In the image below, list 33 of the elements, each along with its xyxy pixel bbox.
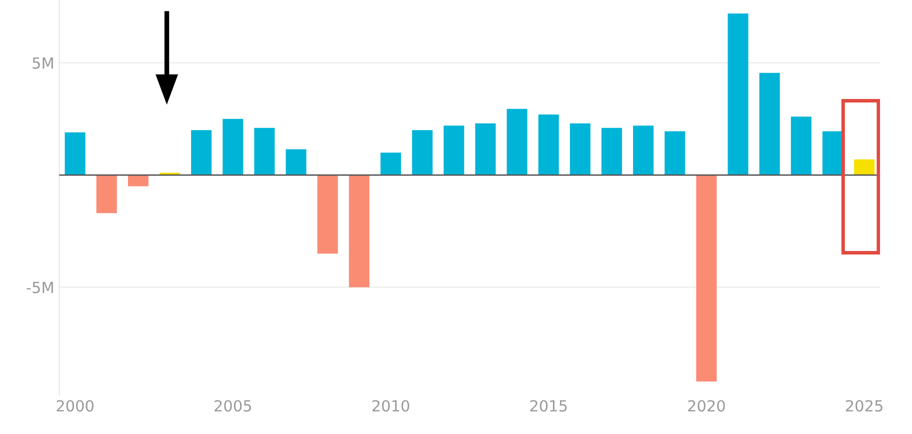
bar [633, 126, 654, 176]
bar [64, 132, 86, 176]
bar [696, 175, 717, 382]
bar [728, 13, 748, 176]
bar [444, 126, 464, 176]
bar [380, 152, 402, 176]
bar [570, 123, 590, 176]
bar [222, 118, 244, 176]
x-tick-label: 2010 [372, 400, 410, 412]
bar [538, 114, 559, 176]
x-tick-label: 2000 [56, 400, 94, 412]
x-tick-label: 2015 [530, 400, 567, 412]
bar [348, 175, 370, 288]
bar [854, 159, 875, 176]
bar [254, 128, 275, 176]
bar [601, 128, 622, 176]
bar [664, 131, 686, 176]
bar [822, 131, 843, 176]
bar [475, 123, 496, 176]
y-tick-label: 5M [32, 57, 53, 69]
bar [412, 130, 433, 176]
y-tick-label: -5M [26, 282, 53, 294]
bar [790, 116, 812, 176]
bar [128, 175, 148, 186]
bar [191, 130, 212, 176]
bar [286, 149, 306, 176]
bar [317, 175, 338, 254]
x-tick-label: 2005 [214, 400, 252, 412]
x-tick-label: 2020 [688, 400, 725, 412]
bar [759, 72, 780, 176]
bar [506, 108, 528, 176]
bar [96, 175, 117, 214]
x-tick-label: 2025 [846, 400, 882, 412]
